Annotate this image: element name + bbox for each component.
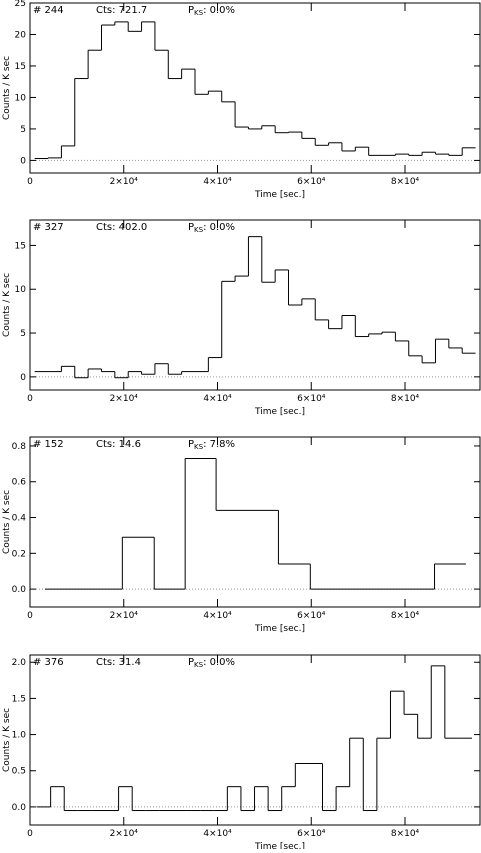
x-tick-label: 2×10⁴ (110, 829, 139, 839)
x-tick-label: 6×10⁴ (297, 177, 326, 187)
x-tick-label: 0 (27, 829, 33, 839)
x-axis-title: Time [sec.] (254, 842, 305, 849)
x-tick-label: 8×10⁴ (391, 177, 420, 187)
x-tick-label: 4×10⁴ (203, 394, 232, 404)
pks-value: : 0.0% (203, 5, 235, 16)
y-tick-label: 0.0 (12, 585, 27, 595)
x-tick-label: 2×10⁴ (110, 394, 139, 404)
counts: Cts: 31.4 (96, 657, 141, 668)
pks: PKS: 7.8% (188, 439, 235, 451)
x-tick-label: 8×10⁴ (391, 611, 420, 621)
y-tick-label: 0.2 (12, 549, 26, 559)
counts: Cts: 721.7 (96, 5, 147, 16)
y-axis-title: Counts / K sec (2, 273, 12, 337)
pks-subscript: KS (194, 661, 204, 669)
pks-value: : 0.0% (203, 657, 235, 668)
y-axis-title: Counts / K sec (2, 708, 12, 772)
plot-frame (29, 2, 481, 174)
y-tick-label: 5 (20, 125, 26, 135)
y-tick-label: 0.5 (12, 767, 26, 777)
y-tick-label: 0 (20, 156, 26, 166)
x-tick-label: 4×10⁴ (203, 611, 232, 621)
pks-symbol: P (188, 439, 194, 450)
x-axis-title: Time [sec.] (254, 190, 305, 200)
x-tick-label: 0 (27, 394, 33, 404)
pks: PKS: 0.0% (188, 222, 235, 234)
x-tick-label: 0 (27, 611, 33, 621)
x-tick-label: 6×10⁴ (297, 611, 326, 621)
y-axis-title: Counts / K sec (2, 490, 12, 554)
pks-symbol: P (188, 222, 194, 233)
plot-frame (29, 219, 481, 391)
y-tick-label: 15 (15, 241, 26, 251)
x-tick-label: 8×10⁴ (391, 829, 420, 839)
counts: Cts: 402.0 (96, 222, 147, 233)
pks-subscript: KS (194, 9, 204, 17)
source-id: # 376 (33, 657, 64, 668)
x-tick-label: 6×10⁴ (297, 829, 326, 839)
y-tick-label: 0.8 (12, 442, 27, 452)
source-id: # 244 (33, 5, 64, 16)
pks-subscript: KS (194, 443, 204, 451)
pks: PKS: 0.0% (188, 657, 235, 669)
x-tick-label: 8×10⁴ (391, 394, 420, 404)
y-tick-label: 2.0 (12, 658, 27, 668)
x-tick-label: 0 (27, 177, 33, 187)
source-id: # 152 (33, 439, 64, 450)
x-tick-label: 4×10⁴ (203, 177, 232, 187)
y-tick-label: 5 (20, 329, 26, 339)
pks-value: : 7.8% (203, 439, 235, 450)
y-tick-label: 1.5 (12, 694, 26, 704)
y-tick-label: 15 (15, 62, 26, 72)
y-tick-label: 20 (15, 30, 27, 40)
x-axis-title: Time [sec.] (254, 407, 305, 417)
y-tick-label: 0.4 (12, 514, 27, 524)
pks-subscript: KS (194, 226, 204, 234)
y-tick-label: 1.0 (12, 731, 27, 741)
x-tick-label: 4×10⁴ (203, 829, 232, 839)
y-tick-label: 0.6 (12, 478, 27, 488)
y-axis-title: Counts / K sec (2, 56, 12, 120)
y-tick-label: 25 (15, 0, 26, 9)
counts: Cts: 14.6 (96, 439, 141, 450)
source-id: # 327 (33, 222, 64, 233)
x-tick-label: 6×10⁴ (297, 394, 326, 404)
plot-frame (29, 654, 481, 826)
pks-symbol: P (188, 657, 194, 668)
pks: PKS: 0.0% (188, 5, 235, 17)
y-tick-label: 0.0 (12, 803, 27, 813)
x-tick-label: 2×10⁴ (110, 177, 139, 187)
x-tick-label: 2×10⁴ (110, 611, 139, 621)
y-tick-label: 0 (20, 373, 26, 383)
x-axis-title: Time [sec.] (254, 624, 305, 634)
pks-symbol: P (188, 5, 194, 16)
y-tick-label: 10 (15, 285, 27, 295)
y-tick-label: 10 (15, 93, 27, 103)
pks-value: : 0.0% (203, 222, 235, 233)
plot-frame (29, 436, 481, 608)
